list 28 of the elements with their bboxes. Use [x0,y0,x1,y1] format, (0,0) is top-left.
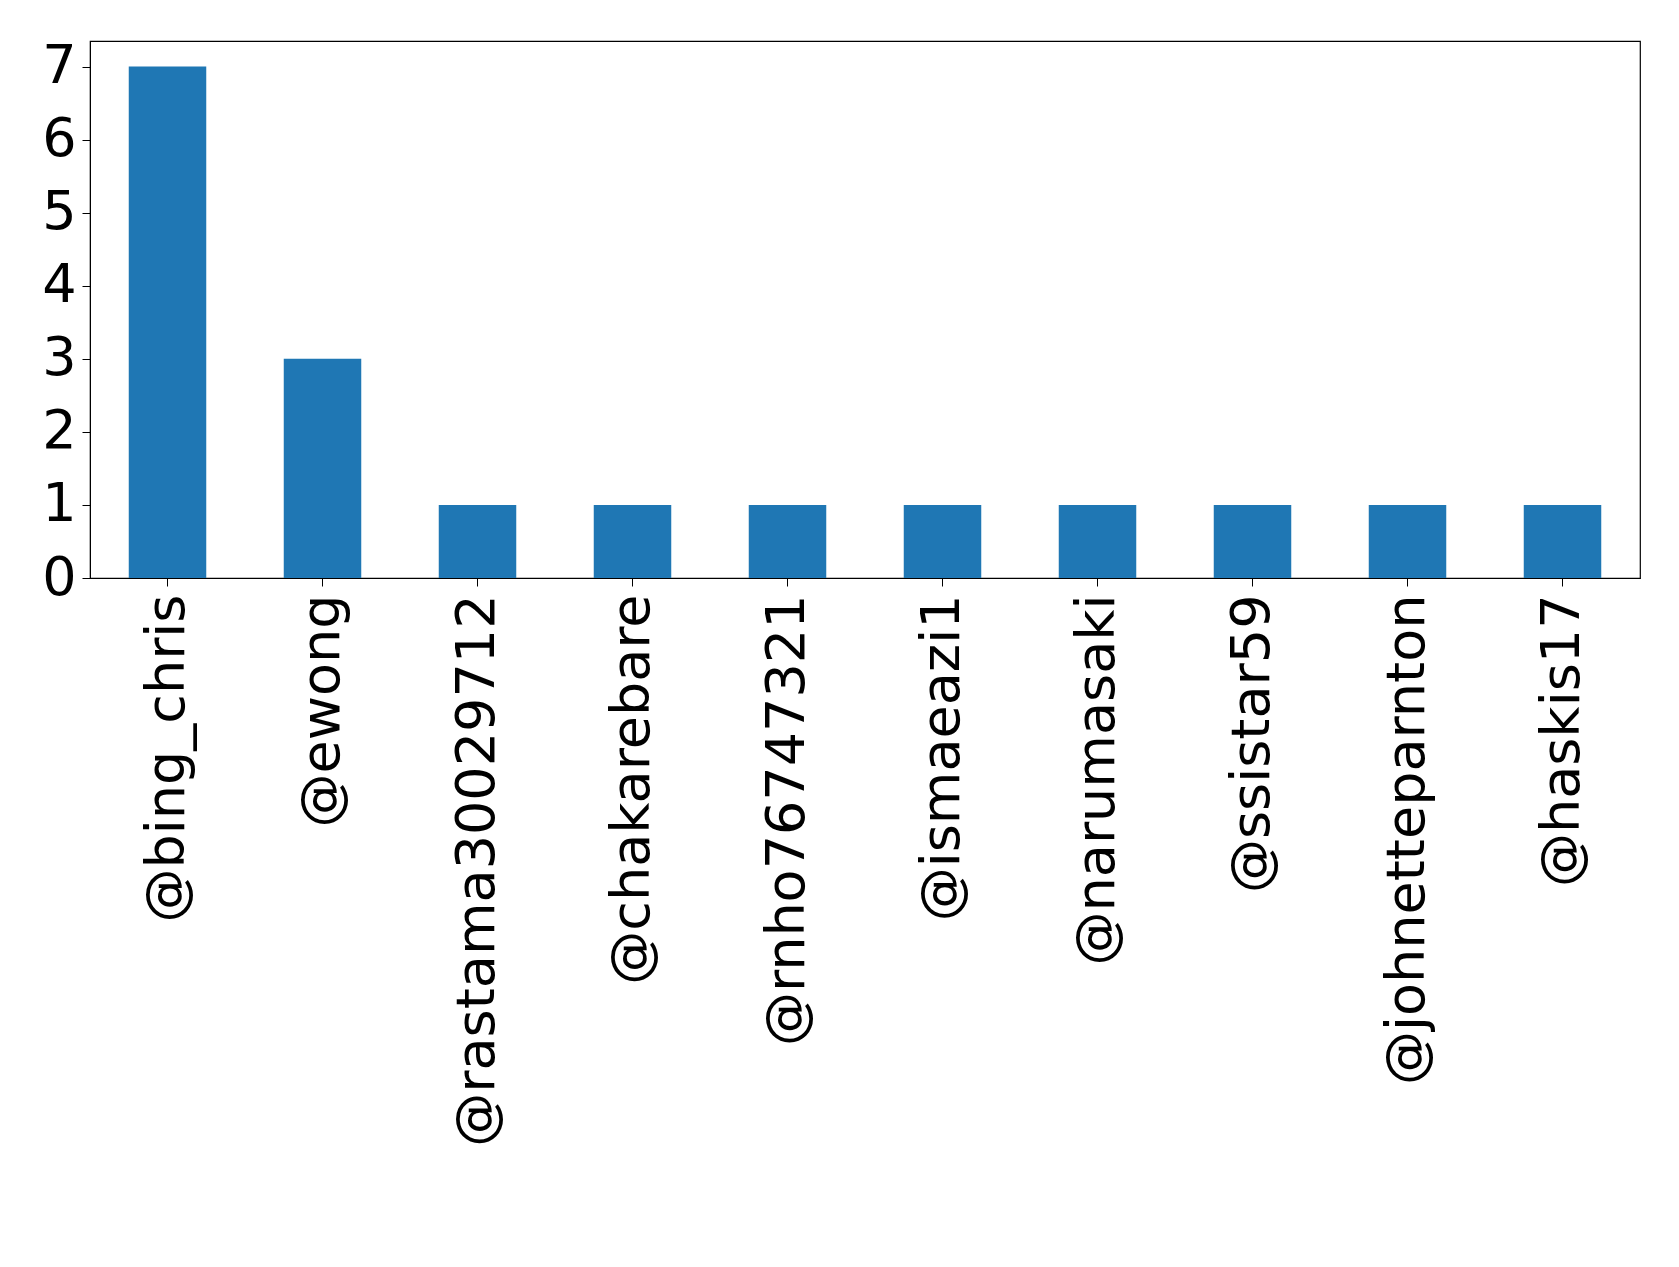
x-tick-label: @ismaeazi1 [908,594,972,922]
bar [128,66,207,578]
bar [1368,504,1447,578]
x-tick-label: @narumasaki [1063,594,1127,966]
x-tick-label: @chakarebare [598,594,662,985]
y-tick-label: 7 [42,33,77,97]
y-tick-label: 1 [42,471,77,535]
bar [748,504,827,578]
bar [438,504,517,578]
x-tick-label: @ssistar59 [1218,594,1282,894]
x-tick-label: @johnetteparnton [1373,594,1437,1086]
bar [1058,504,1137,578]
x-tick-label: @bing_chris [133,594,197,923]
bar [1213,504,1292,578]
x-tick-label: @haskis17 [1528,594,1592,888]
y-tick-label: 3 [42,325,77,389]
bar [593,504,672,578]
bar [903,504,982,578]
bar [283,358,362,578]
y-tick-label: 2 [42,398,77,462]
x-tick-label: @rnho76747321 [753,594,817,1047]
x-tick-label: @rastama30029712 [443,594,507,1147]
y-tick-label: 5 [42,179,77,243]
y-tick-label: 6 [42,106,77,170]
y-tick-label: 0 [42,544,77,608]
x-tick-label: @ewong [288,594,352,828]
bar [1523,504,1602,578]
y-tick-label: 4 [42,252,77,316]
